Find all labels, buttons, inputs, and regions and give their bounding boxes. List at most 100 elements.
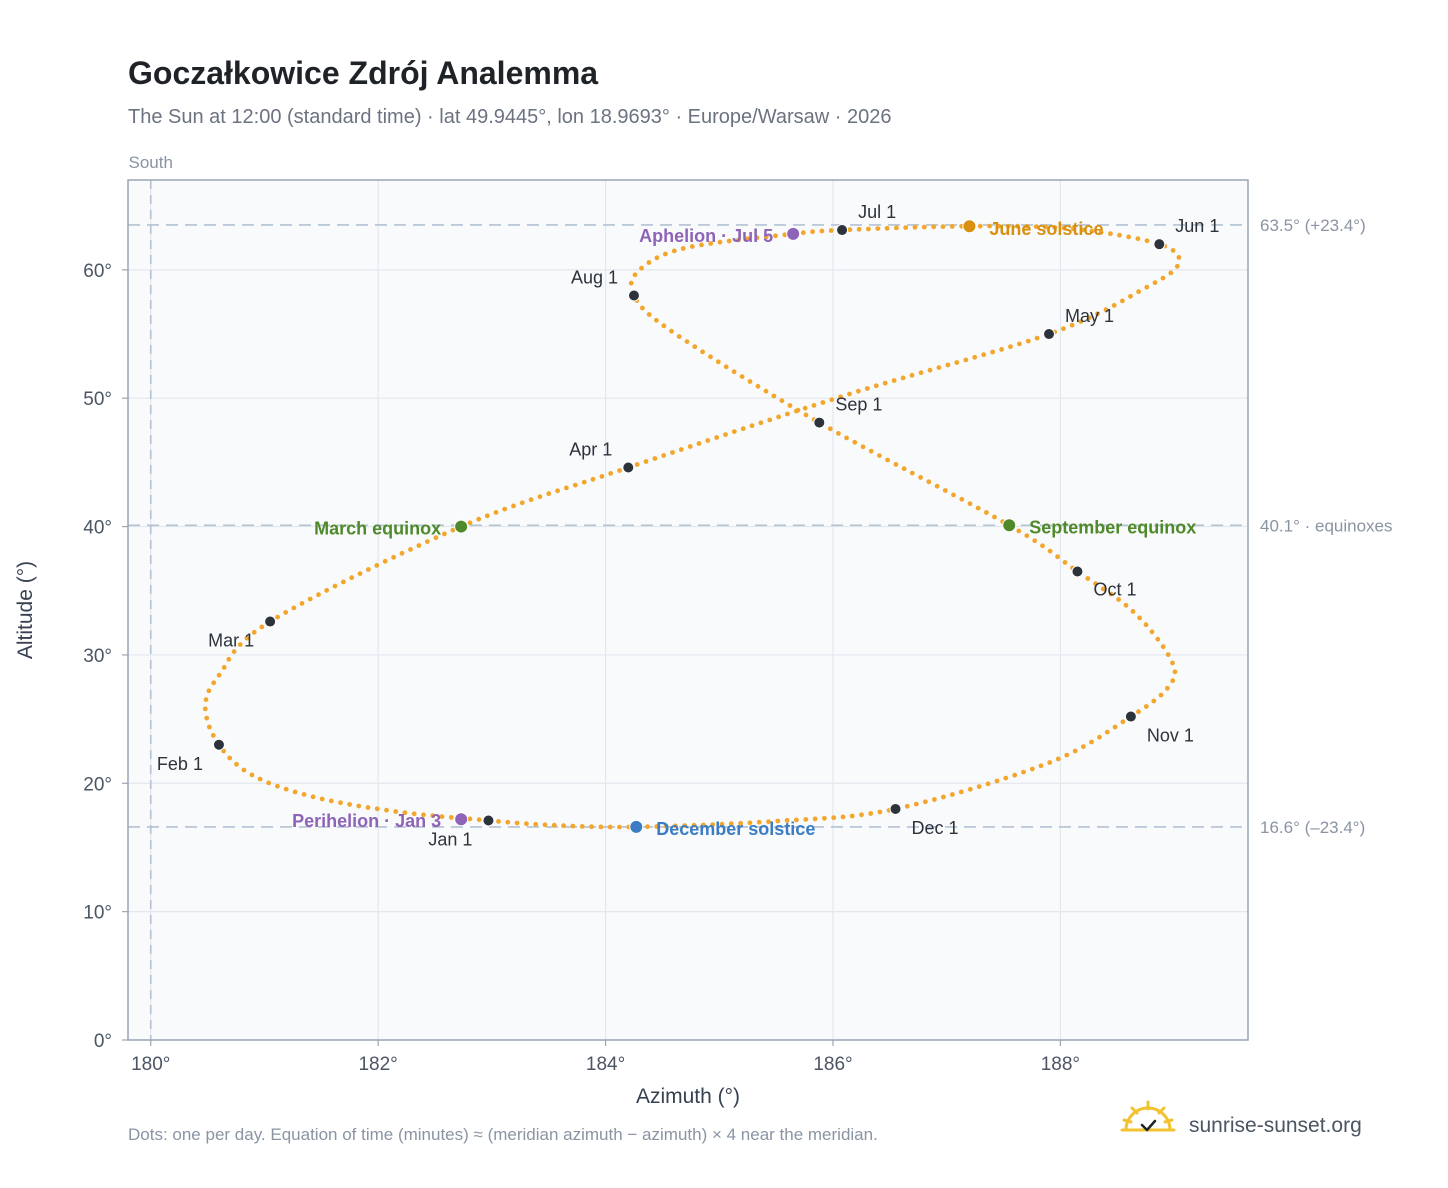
day-dot (617, 824, 622, 830)
day-dot (231, 649, 237, 654)
x-axis-label: Azimuth (°) (636, 1085, 740, 1108)
day-dot (1097, 734, 1102, 740)
y-tick-label: 10° (83, 903, 112, 924)
day-dot (1032, 538, 1038, 544)
day-dot (1136, 709, 1141, 715)
day-dot (1005, 223, 1011, 229)
day-dot (975, 505, 981, 511)
day-dot (310, 794, 316, 800)
day-dot (1130, 609, 1136, 614)
day-dot (654, 255, 660, 261)
x-tick-label: 188° (1041, 1054, 1080, 1075)
day-dot (954, 360, 960, 365)
day-dot (958, 789, 964, 795)
day-dot (1085, 576, 1091, 581)
day-dot (511, 503, 516, 509)
day-dot (634, 462, 640, 467)
day-dot (829, 397, 835, 403)
event-label: Aphelion · Jul 5 (639, 226, 773, 246)
day-dot (949, 224, 955, 229)
day-dot (1158, 692, 1164, 698)
day-dot (244, 635, 250, 641)
day-dot (1143, 704, 1149, 709)
day-dot (740, 426, 746, 432)
day-dot (598, 824, 604, 830)
day-dot (646, 312, 652, 317)
day-dot (877, 809, 883, 815)
day-dot (1043, 224, 1048, 230)
day-dot (1008, 344, 1013, 350)
x-tick-label: 184° (586, 1054, 625, 1075)
day-dot (802, 405, 808, 411)
day-dot (1176, 255, 1182, 260)
day-dot (836, 431, 841, 436)
footnote: Dots: one per day. Equation of time (min… (128, 1125, 878, 1144)
day-dot (803, 817, 809, 822)
day-dot (766, 819, 771, 825)
day-dot (347, 802, 352, 807)
day-dot (926, 479, 932, 485)
day-dot (749, 423, 755, 429)
day-dot (608, 471, 614, 476)
day-dot (275, 614, 280, 620)
day-dot (959, 496, 965, 502)
day-dot (257, 776, 263, 782)
day-dot (266, 780, 272, 786)
day-dot (1116, 597, 1121, 602)
day-dot (996, 223, 1002, 229)
day-dot (671, 248, 677, 254)
event-marker (1002, 518, 1017, 533)
day-dot (1021, 769, 1026, 775)
day-dot (1012, 772, 1018, 778)
day-dot (803, 412, 809, 418)
day-dot (719, 821, 725, 827)
day-dot (981, 352, 987, 358)
day-dot (884, 225, 890, 231)
day-dot (866, 226, 871, 232)
month-marker (482, 814, 495, 827)
day-dot (747, 379, 753, 384)
day-dot (467, 520, 473, 526)
day-dot (307, 596, 313, 602)
south-label: South (129, 153, 173, 172)
day-dot (936, 365, 942, 370)
event-label: December solstice (656, 819, 815, 839)
day-dot (738, 820, 743, 826)
day-dot (1112, 724, 1118, 730)
day-dot (349, 575, 355, 581)
day-dot (901, 466, 907, 472)
day-dot (927, 367, 933, 373)
day-dot (632, 272, 638, 278)
day-dot (283, 610, 289, 615)
day-dot (216, 672, 222, 678)
month-marker (1071, 565, 1084, 578)
day-dot (1086, 315, 1092, 321)
day-dot (669, 328, 674, 334)
month-markers: Jan 1 Feb 1 Mar 1 Apr 1 May 1 Jun 1 Jul 1 Aug 1… (157, 202, 1219, 849)
day-dot (505, 819, 511, 825)
day-dot (1100, 586, 1106, 592)
event-marker (454, 812, 469, 827)
day-dot (1016, 528, 1022, 534)
day-dot (391, 554, 396, 560)
day-dot (1103, 307, 1109, 313)
day-dot (1143, 622, 1149, 628)
day-dot (646, 260, 652, 265)
month-label: Feb 1 (157, 754, 203, 774)
day-dot (1029, 766, 1035, 772)
y-tick-label: 40° (83, 518, 112, 539)
day-dot (1034, 335, 1040, 341)
y-tick-label: 20° (83, 774, 112, 795)
month-label: May 1 (1065, 306, 1114, 326)
day-dot (684, 339, 690, 344)
day-dot (856, 388, 861, 394)
day-dot (728, 821, 734, 827)
day-dot (411, 811, 417, 817)
day-dot (1104, 729, 1110, 735)
day-dot (847, 391, 852, 397)
day-dot (951, 492, 956, 498)
day-dot (496, 819, 501, 824)
month-label: Jul 1 (858, 202, 896, 222)
day-dot (1126, 234, 1132, 240)
day-dot (904, 803, 910, 809)
